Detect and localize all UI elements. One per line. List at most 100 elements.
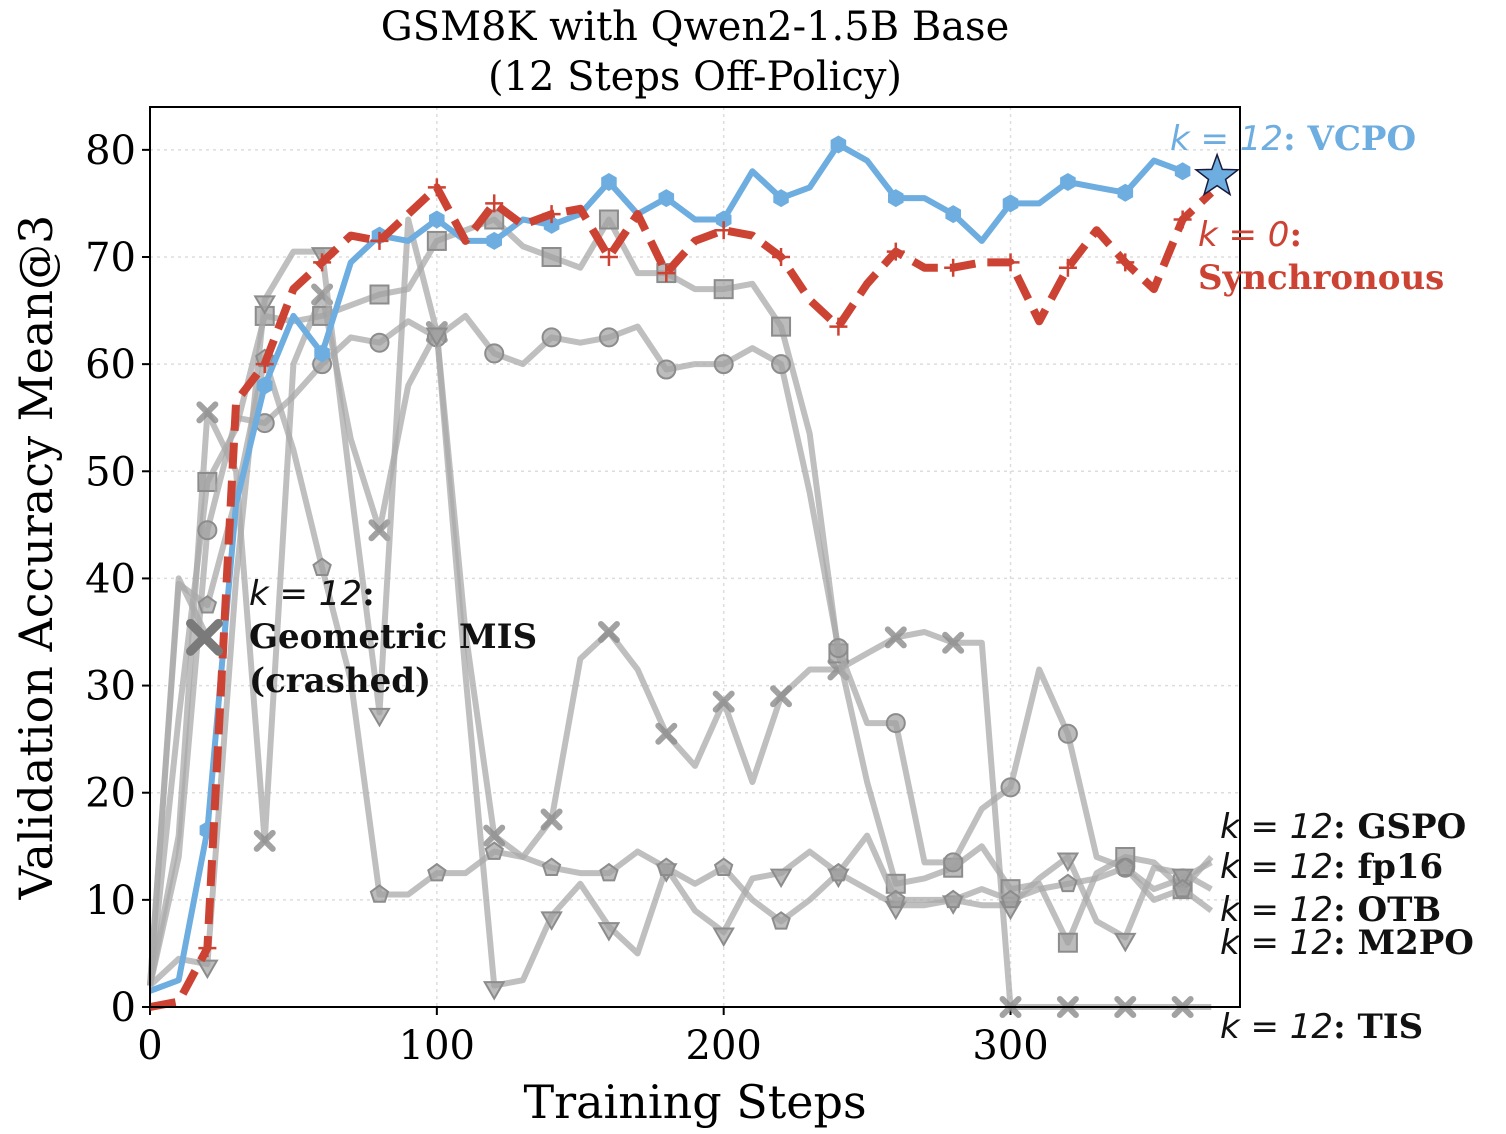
marker-k-12-vcpo-22: [773, 189, 789, 208]
marker-k-0-synchronous-30: [1001, 253, 1020, 272]
x-tick-label: 0: [137, 1023, 162, 1069]
marker-k-12-tis-28: [943, 889, 963, 909]
marker-k-0-synchronous-36: [1173, 210, 1192, 229]
marker-k-12-tis-6: [312, 557, 332, 576]
marker-k-0-synchronous-16: [599, 248, 618, 266]
marker-k-12-vcpo-30-shape: [1002, 194, 1019, 213]
vcpo-end-star: [1193, 152, 1241, 197]
marker-k-12-gspo-18-shape: [655, 722, 678, 745]
marker-k-12-tis-30-shape: [1000, 889, 1021, 909]
marker-k-12-tis-32-shape: [1058, 873, 1078, 893]
marker-k-12-fp16-22: [771, 316, 792, 337]
annotation-vcpo-k: k = 12: [1170, 119, 1283, 159]
marker-k-12-gspo-14: [540, 808, 563, 831]
marker-k-12-gspo-20-shape: [712, 690, 735, 713]
marker-k-12-tis-32: [1058, 873, 1078, 893]
marker-k-12-otb-30-shape: [1000, 777, 1021, 798]
marker-k-12-vcpo-14: [543, 215, 560, 234]
marker-k-12-gspo-26-shape: [884, 626, 907, 649]
marker-k-0-synchronous-26-shape: [886, 242, 905, 261]
marker-k-12-vcpo-28-shape: [945, 205, 961, 224]
marker-k-12-vcpo-16: [601, 173, 617, 191]
annotation-gspo-label: : GSPO: [1333, 807, 1466, 847]
x-tick-label: 200: [686, 1023, 762, 1069]
marker-k-12-m2po-36: [1171, 868, 1194, 889]
marker-k-0-synchronous-32: [1058, 258, 1077, 277]
marker-k-12-otb-14-shape: [541, 327, 562, 348]
marker-k-12-otb-16: [598, 327, 619, 348]
annotation-otb-k: k = 12: [1220, 890, 1333, 930]
marker-k-0-synchronous-24-shape: [829, 317, 848, 336]
marker-k-12-m2po-16: [597, 922, 621, 942]
marker-k-0-synchronous-2: [198, 939, 217, 958]
marker-k-12-tis-2-shape: [197, 594, 218, 614]
marker-k-12-gspo-16-shape: [597, 621, 620, 643]
marker-k-12-tis-26: [886, 889, 906, 909]
annotation-otb: k = 12: OTB: [1220, 890, 1441, 930]
marker-k-12-gspo-22-shape: [770, 685, 793, 708]
annotation-gspo: k = 12: GSPO: [1220, 807, 1466, 847]
marker-k-0-synchronous-8: [370, 231, 389, 250]
marker-k-12-vcpo-6-shape: [314, 344, 330, 363]
y-tick-label: 10: [85, 878, 136, 924]
y-tick-label: 50: [85, 449, 136, 495]
marker-k-0-synchronous-34: [1116, 253, 1135, 272]
marker-k-12-vcpo-14-shape: [543, 215, 560, 234]
x-tick-label: 300: [972, 1023, 1048, 1069]
marker-k-12-gspo-18: [655, 722, 678, 745]
annotation-fp16: k = 12: fp16: [1220, 847, 1443, 887]
marker-k-12-vcpo-20: [715, 210, 732, 229]
annotation-mis-line3: (crashed): [249, 661, 431, 701]
marker-k-0-synchronous-10: [427, 178, 446, 197]
marker-k-0-synchronous-16-shape: [599, 248, 618, 266]
marker-k-12-otb-22-shape: [771, 354, 792, 375]
marker-k-0-synchronous-6: [313, 253, 332, 272]
marker-k-12-m2po-4: [253, 295, 277, 315]
marker-k-12-m2po-32: [1056, 852, 1080, 873]
marker-k-12-m2po-8-shape: [368, 707, 391, 728]
marker-k-12-tis-20: [713, 857, 734, 876]
marker-k-12-tis-36-shape: [1172, 878, 1193, 898]
marker-k-12-gspo-22: [770, 685, 793, 708]
marker-k-0-synchronous-4: [255, 355, 274, 374]
marker-k-12-tis-26-shape: [886, 889, 906, 909]
marker-k-0-synchronous-30-shape: [1001, 253, 1020, 272]
marker-k-12-tis-6-shape: [312, 557, 332, 576]
marker-k-0-synchronous-32-shape: [1058, 258, 1077, 277]
marker-k-12-tis-2: [197, 594, 218, 614]
marker-k-12-tis-24-shape: [828, 862, 849, 882]
marker-k-0-synchronous-4-shape: [255, 355, 274, 374]
marker-k-12-otb-22: [771, 354, 792, 375]
series-line-k-12-geometric-mis-crashed: [147, 575, 211, 986]
marker-k-12-tis-12: [484, 841, 504, 860]
marker-k-12-fp16-20: [713, 279, 734, 300]
marker-k-12-fp16-16-shape: [598, 209, 619, 230]
marker-k-12-vcpo-4: [256, 376, 273, 395]
marker-k-12-vcpo-16-shape: [601, 173, 617, 191]
series-k-12-geometric-mis-crashed: [147, 575, 211, 986]
marker-k-12-tis-28-shape: [943, 889, 963, 909]
series-k-12-otb: [147, 312, 1213, 987]
marker-k-12-vcpo-4-shape: [256, 376, 273, 395]
marker-k-12-otb-26: [885, 713, 906, 734]
marker-k-12-otb-28: [943, 852, 964, 873]
x-tick-label: 100: [399, 1023, 475, 1069]
marker-k-12-vcpo-26: [888, 189, 904, 208]
marker-k-12-otb-14: [541, 327, 562, 348]
marker-k-0-synchronous-26: [886, 242, 905, 261]
marker-k-0-synchronous-12: [485, 194, 504, 213]
y-tick-label: 80: [85, 128, 136, 174]
marker-k-12-m2po-10: [425, 327, 449, 347]
marker-k-12-m2po-14-shape: [540, 911, 563, 931]
y-tick-label: 20: [85, 771, 136, 817]
annotation-sync-label: :: [1289, 215, 1302, 255]
marker-k-0-synchronous-2-shape: [198, 939, 217, 958]
marker-k-12-tis-36: [1172, 878, 1193, 898]
chart-title-line-1: GSM8K with Qwen2-1.5B Base: [381, 4, 1010, 50]
marker-k-12-otb-24: [828, 638, 849, 659]
marker-k-12-m2po-8: [368, 707, 391, 728]
series-line-k-12-m2po: [147, 216, 1213, 989]
marker-k-12-m2po-32-shape: [1056, 852, 1080, 873]
marker-k-12-gspo-16: [597, 621, 620, 643]
marker-k-12-gspo-4: [253, 829, 276, 852]
